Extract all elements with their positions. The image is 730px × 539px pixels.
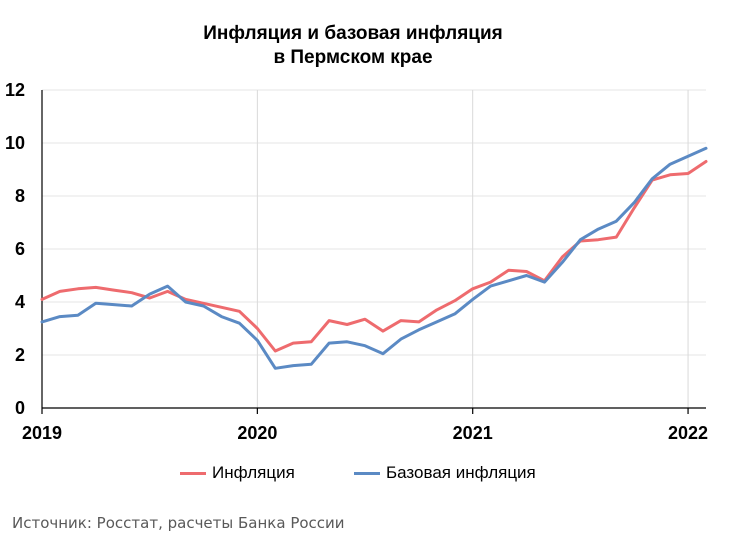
y-tick-label: 12 xyxy=(5,80,25,100)
y-tick-label: 10 xyxy=(5,133,25,153)
source-note: Источник: Росстат, расчеты Банка России xyxy=(12,514,345,532)
x-tick-label: 2021 xyxy=(453,423,493,443)
y-tick-label: 2 xyxy=(15,345,25,365)
legend-label-inflation: Инфляция xyxy=(212,463,295,482)
y-tick-label: 6 xyxy=(15,239,25,259)
x-tick-label: 2019 xyxy=(22,423,62,443)
legend-swatch-inflation xyxy=(180,471,206,475)
x-tick-label: 2020 xyxy=(237,423,277,443)
line-chart: 0 2 4 6 8 10 12 2019 2020 2021 2022 xyxy=(5,80,708,443)
y-tick-label: 8 xyxy=(15,186,25,206)
y-tick-label: 0 xyxy=(15,398,25,418)
y-tick-label: 4 xyxy=(15,292,25,312)
chart-title-line-2: в Пермском крае xyxy=(273,47,433,68)
chart-title: Инфляция и базовая инфляция в Пермском к… xyxy=(0,22,706,70)
series-line-inflation xyxy=(40,160,708,353)
chart-title-line-1: Инфляция и базовая инфляция xyxy=(203,23,503,44)
legend-item-core-inflation: Базовая инфляция xyxy=(354,463,536,483)
legend-label-core-inflation: Базовая инфляция xyxy=(386,463,536,482)
series-line-core-inflation xyxy=(40,146,708,370)
chart-legend: Инфляция Базовая инфляция xyxy=(0,463,730,489)
legend-item-inflation: Инфляция xyxy=(180,463,295,483)
x-tick-label: 2022 xyxy=(668,423,708,443)
legend-swatch-core-inflation xyxy=(354,471,380,475)
